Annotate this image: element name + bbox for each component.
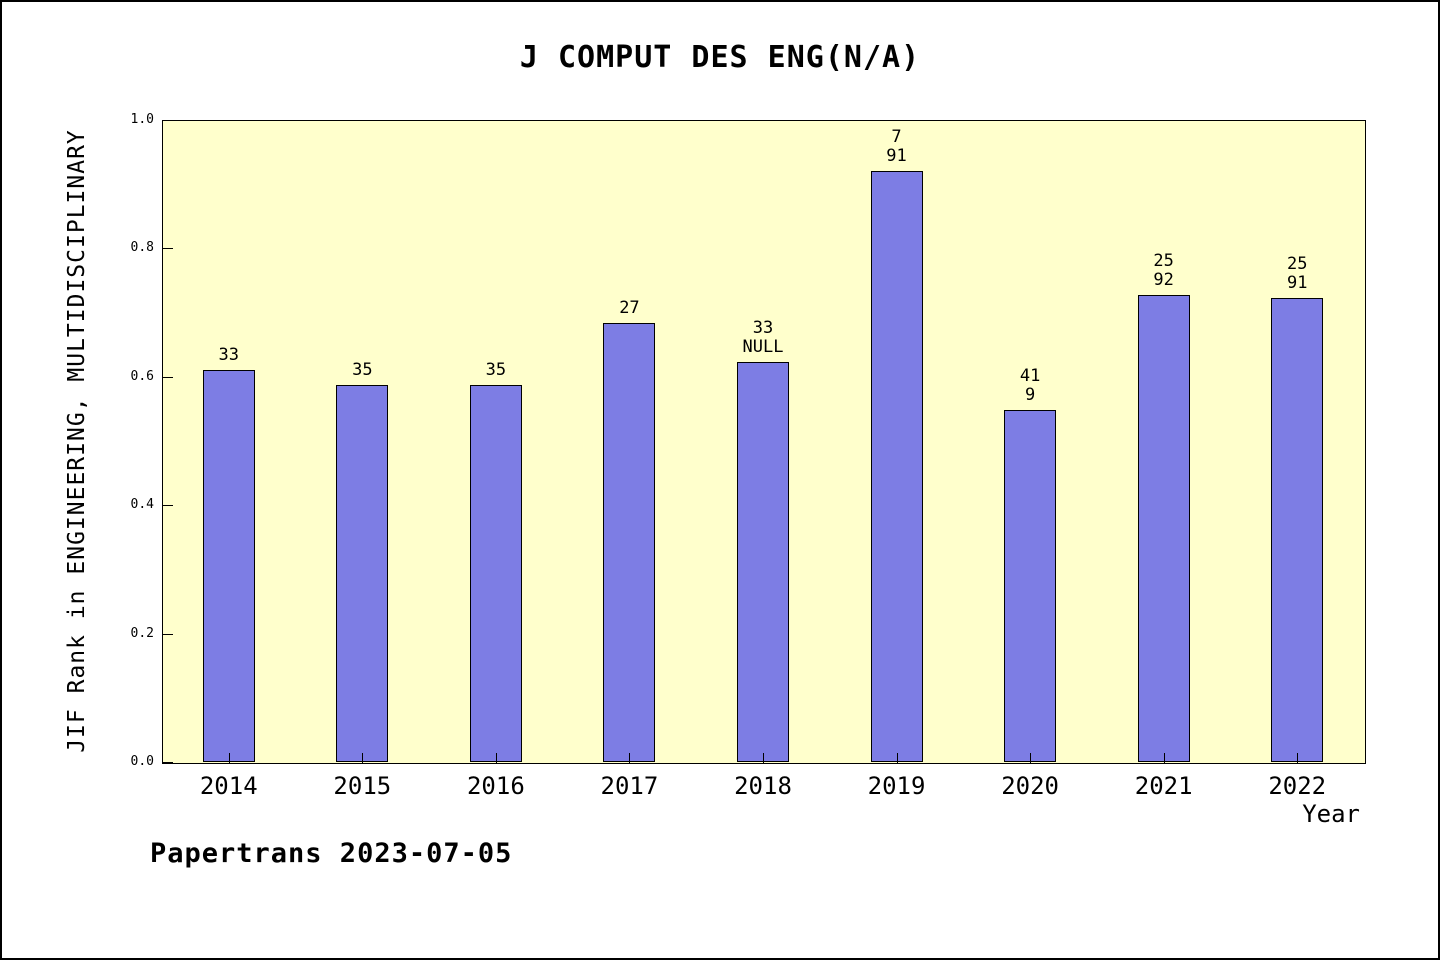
- bar-value-label: 35: [292, 361, 432, 380]
- y-tick-label: 0.6: [130, 368, 154, 384]
- y-tick-mark: [163, 120, 173, 121]
- bar-value-line: 91: [1286, 272, 1308, 293]
- bar-value-label: 35: [426, 361, 566, 380]
- x-axis-title: Year: [1302, 800, 1360, 828]
- x-tick-mark: [896, 753, 898, 763]
- x-tick-label: 2015: [333, 772, 392, 800]
- chart-title: J COMPUT DES ENG(N/A): [519, 40, 921, 75]
- x-tick-mark: [362, 753, 364, 763]
- x-tick-label: 2014: [199, 772, 258, 800]
- bar: [469, 385, 522, 762]
- bar-value-line: 9: [1024, 385, 1036, 406]
- bar-value-label: 33 NULL: [693, 319, 833, 357]
- y-tick-label: 0.2: [130, 625, 154, 641]
- bar-value-line: 33: [218, 344, 239, 365]
- x-tick-label: 2018: [734, 772, 792, 800]
- x-tick-mark: [495, 753, 497, 763]
- y-tick-mark: [163, 248, 173, 250]
- x-tick-mark: [228, 753, 230, 763]
- x-tick-mark: [1297, 753, 1299, 763]
- bar-value-line: 35: [485, 360, 507, 381]
- bar-value-line: NULL: [742, 337, 784, 358]
- bar-value-label: 27: [559, 297, 699, 318]
- y-tick-mark: [163, 376, 173, 378]
- bar-value-label: 25 91: [1227, 253, 1367, 293]
- bar-value-label: 33: [159, 344, 299, 365]
- x-tick-label: 2022: [1268, 772, 1327, 800]
- bar: [1271, 297, 1324, 762]
- bar-value-line: 33: [752, 318, 774, 339]
- bar: [202, 369, 255, 762]
- bar-value-line: 7: [891, 127, 902, 148]
- y-tick-mark: [163, 505, 173, 507]
- y-tick-mark: [163, 762, 173, 763]
- x-tick-label: 2021: [1134, 772, 1193, 800]
- bar-value-line: 25: [1286, 253, 1308, 274]
- bar: [336, 385, 389, 762]
- bar-value-line: 91: [886, 146, 907, 167]
- x-tick-mark: [629, 753, 631, 763]
- bar-value-line: 35: [352, 360, 373, 381]
- bar-value-label: 41 9: [960, 367, 1100, 405]
- bar: [603, 322, 656, 762]
- x-tick-mark: [1030, 753, 1032, 763]
- bar-value-line: 92: [1153, 270, 1174, 291]
- bar: [1004, 410, 1057, 762]
- x-tick-label: 2016: [466, 772, 525, 800]
- x-tick-mark: [763, 753, 764, 763]
- y-tick-label: 1.0: [130, 112, 154, 127]
- x-tick-label: 2020: [1001, 772, 1059, 800]
- y-tick-mark: [163, 633, 173, 635]
- bar-value-line: 25: [1153, 251, 1174, 272]
- bar-value-label: 25 92: [1094, 252, 1234, 290]
- bar-value-line: 27: [619, 297, 640, 318]
- bar: [870, 171, 923, 762]
- y-tick-label: 0.8: [130, 240, 154, 256]
- y-tick-label: 0.4: [130, 497, 154, 513]
- bar: [1137, 295, 1190, 762]
- x-tick-label: 2019: [867, 772, 926, 800]
- x-tick-label: 2017: [600, 772, 659, 800]
- y-axis-title-text: JIF Rank in ENGINEERING, MULTIDISCIPLINA…: [64, 129, 90, 753]
- y-tick-label: 0.0: [130, 754, 154, 769]
- footer-text: Papertrans 2023-07-05: [150, 838, 513, 869]
- bar-value-line: 41: [1019, 366, 1041, 387]
- bar-value-label: 7 91: [827, 128, 967, 166]
- bar: [737, 362, 789, 762]
- x-tick-mark: [1163, 753, 1165, 763]
